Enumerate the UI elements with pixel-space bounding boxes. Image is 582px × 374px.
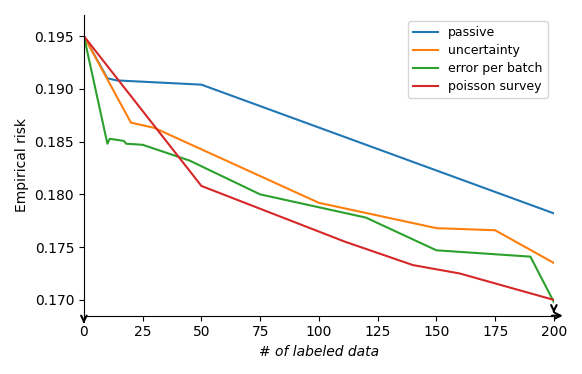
passive [334,132,341,137]
uncertainty [80,34,87,39]
passive [83,38,90,43]
error per batch [252,190,259,194]
poisson survey [83,37,90,42]
poisson survey [252,205,259,209]
poisson survey [334,237,341,241]
uncertainty [123,112,130,116]
uncertainty [510,239,517,243]
X-axis label: # of labeled data: # of labeled data [259,345,379,359]
Legend: passive, uncertainty, error per batch, poisson survey: passive, uncertainty, error per batch, p… [408,21,548,98]
Line: uncertainty: uncertainty [84,36,554,263]
error per batch [278,197,285,201]
error per batch [334,209,341,214]
passive [278,111,285,116]
uncertainty [83,38,90,43]
poisson survey [123,88,130,92]
Line: error per batch: error per batch [84,36,554,302]
Line: passive: passive [84,36,554,214]
error per batch [80,34,87,39]
Line: poisson survey: poisson survey [84,36,554,300]
passive [551,211,558,216]
Y-axis label: Empirical risk: Empirical risk [15,118,29,212]
poisson survey [510,286,517,291]
error per batch [510,253,517,258]
passive [252,102,259,107]
poisson survey [551,298,558,302]
error per batch [83,45,90,49]
passive [123,79,130,83]
uncertainty [334,205,341,209]
uncertainty [252,172,259,176]
error per batch [551,300,558,304]
uncertainty [551,261,558,265]
passive [80,34,87,39]
passive [510,197,517,201]
poisson survey [80,34,87,39]
uncertainty [278,184,285,188]
error per batch [123,141,130,146]
poisson survey [278,215,285,219]
